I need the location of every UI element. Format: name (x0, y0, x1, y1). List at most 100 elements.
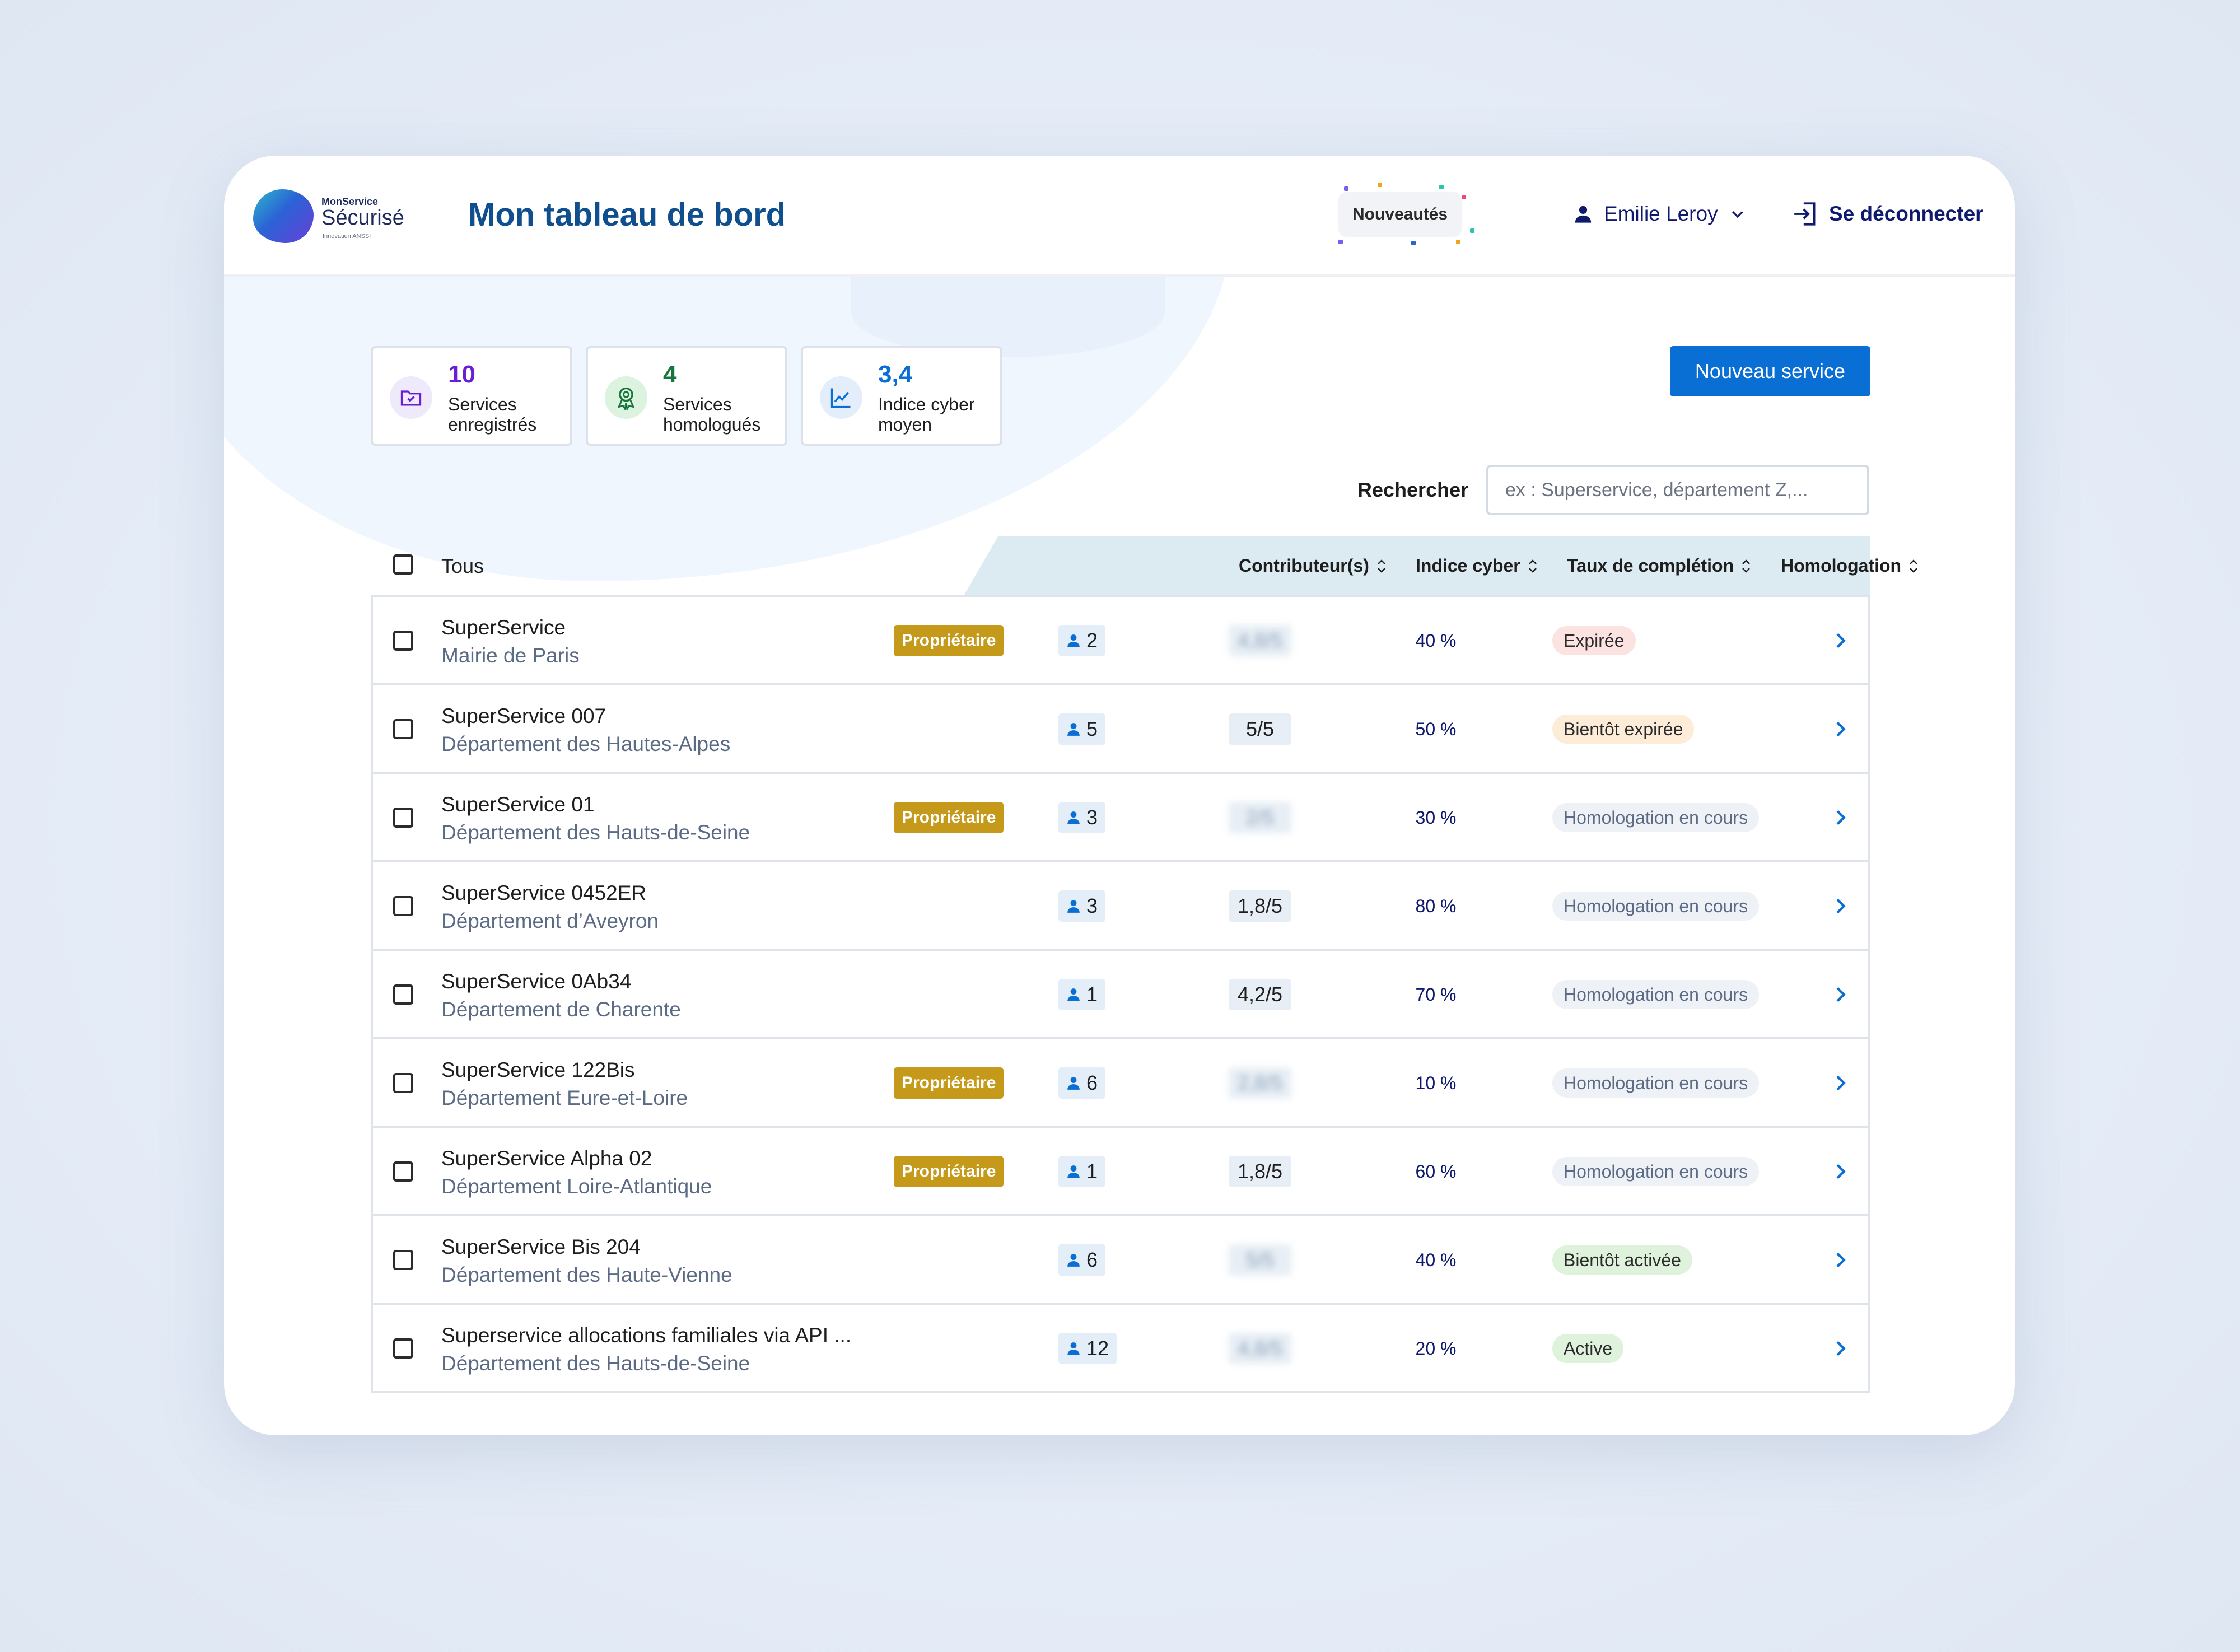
contributors-count: 6 (1086, 1248, 1098, 1271)
chevron-right-icon[interactable] (1829, 805, 1851, 830)
user-icon (1067, 811, 1080, 824)
service-name: SuperService 122Bis (441, 1058, 635, 1081)
table-row[interactable]: Superservice allocations familiales via … (373, 1305, 1868, 1393)
contributors-badge[interactable]: 12 (1058, 1333, 1117, 1364)
logout-icon (1794, 202, 1816, 226)
table-row[interactable]: SuperService 007 Département des Hautes-A… (373, 685, 1868, 774)
contributors-badge[interactable]: 3 (1058, 802, 1106, 833)
column-header-label: Taux de complétion (1567, 556, 1734, 576)
column-header-completion[interactable]: Taux de complétion (1567, 556, 1752, 576)
contributors-badge[interactable]: 2 (1058, 625, 1106, 656)
user-icon (1067, 1254, 1080, 1267)
logo-text-sub: Innovation ANSSI (323, 233, 371, 240)
chevron-right-icon[interactable] (1829, 1336, 1851, 1361)
new-service-button[interactable]: Nouveau service (1670, 346, 1870, 396)
background-decoration (851, 268, 1165, 357)
row-checkbox[interactable] (393, 984, 413, 1005)
table-row[interactable]: SuperService 122Bis Département Eure-et-L… (373, 1039, 1868, 1128)
completion-rate: 30 % (1415, 808, 1457, 828)
table-header-tab (964, 536, 1870, 595)
service-name: Superservice allocations familiales via … (441, 1324, 852, 1347)
contributors-badge[interactable]: 5 (1058, 713, 1106, 745)
chevron-right-icon[interactable] (1829, 1071, 1851, 1095)
completion-rate: 40 % (1415, 631, 1457, 651)
table-row[interactable]: SuperService Bis 204 Département des Haut… (373, 1216, 1868, 1305)
table-row[interactable]: SuperService 0452ER Département d’Aveyron… (373, 862, 1868, 951)
cyber-index-badge: 1,8/5 (1229, 1156, 1291, 1187)
news-button[interactable]: Nouveautés (1338, 192, 1462, 237)
top-header: MonService Sécurisé Innovation ANSSI Mon… (224, 156, 2015, 277)
user-icon (1067, 1165, 1080, 1178)
contributors-badge[interactable]: 1 (1058, 1156, 1106, 1187)
service-name: SuperService 01 (441, 793, 595, 816)
contributors-badge[interactable]: 6 (1058, 1067, 1106, 1099)
contributors-count: 12 (1086, 1337, 1109, 1360)
logout-button[interactable]: Se déconnecter (1792, 197, 1984, 231)
chevron-right-icon[interactable] (1829, 1248, 1851, 1272)
cyber-index-badge: 4,8/5 (1229, 1333, 1291, 1364)
user-icon (1067, 1342, 1080, 1355)
owner-badge: Propriétaire (894, 802, 1004, 833)
confetti-piece (1456, 240, 1460, 244)
cyber-index-badge: 2,8/5 (1229, 1067, 1291, 1099)
cyber-index-badge: 4,2/5 (1229, 979, 1291, 1010)
stat-card-registered: 10 Services enregistrés (371, 346, 572, 446)
table-row[interactable]: SuperService Mairie de Paris Propriétaire 2… (373, 597, 1868, 685)
row-checkbox[interactable] (393, 1338, 413, 1359)
contributors-badge[interactable]: 6 (1058, 1244, 1106, 1276)
completion-rate: 50 % (1415, 719, 1457, 739)
completion-rate: 70 % (1415, 984, 1457, 1005)
select-all-checkbox[interactable] (393, 554, 413, 575)
homologation-status-badge: Homologation en cours (1552, 803, 1760, 832)
table-header: Tous Contributeur(s) Indice cyber Taux d… (371, 536, 1917, 595)
cyber-index-badge: 1,8/5 (1229, 890, 1291, 922)
row-checkbox[interactable] (393, 631, 413, 651)
chevron-right-icon[interactable] (1829, 1159, 1851, 1184)
row-checkbox[interactable] (393, 1073, 413, 1093)
row-checkbox[interactable] (393, 896, 413, 916)
owner-badge: Propriétaire (894, 1156, 1004, 1187)
service-organization: Mairie de Paris (441, 644, 580, 667)
row-checkbox[interactable] (393, 808, 413, 828)
app-logo[interactable]: MonService Sécurisé Innovation ANSSI (253, 189, 404, 245)
stat-label: Indice cyber moyen (878, 394, 975, 435)
column-header-homologation[interactable]: Homologation (1781, 556, 1919, 576)
contributors-count: 1 (1086, 983, 1098, 1006)
homologation-status-badge: Bientôt activée (1552, 1245, 1692, 1275)
stat-card-homologated: 4 Services homologués (586, 346, 787, 446)
row-checkbox[interactable] (393, 719, 413, 739)
table-row[interactable]: SuperService 01 Département des Hauts-de-… (373, 774, 1868, 862)
completion-rate: 60 % (1415, 1161, 1457, 1182)
select-all-label: Tous (441, 554, 484, 577)
table-row[interactable]: SuperService 0Ab34 Département de Charent… (373, 951, 1868, 1039)
user-menu[interactable]: Emilie Leroy (1574, 197, 1746, 231)
search-input[interactable] (1486, 465, 1869, 515)
chevron-right-icon[interactable] (1829, 894, 1851, 918)
confetti-piece (1338, 240, 1343, 244)
chevron-right-icon[interactable] (1829, 628, 1851, 653)
cyber-index-badge: 5/5 (1229, 713, 1291, 745)
column-header-cyber-index[interactable]: Indice cyber (1416, 556, 1538, 576)
column-header-contributors[interactable]: Contributeur(s) (1239, 556, 1387, 576)
chevron-down-icon (1732, 211, 1743, 218)
contributors-badge[interactable]: 3 (1058, 890, 1106, 922)
contributors-count: 5 (1086, 717, 1098, 740)
confetti-piece (1439, 185, 1444, 189)
row-checkbox[interactable] (393, 1161, 413, 1182)
chevron-right-icon[interactable] (1829, 982, 1851, 1007)
homologation-status-badge: Homologation en cours (1552, 1068, 1760, 1098)
cyber-index-badge: 5/5 (1229, 1244, 1291, 1276)
stat-label: Services homologués (663, 394, 761, 435)
contributors-badge[interactable]: 1 (1058, 979, 1106, 1010)
service-organization: Département des Hauts-de-Seine (441, 1352, 750, 1375)
owner-badge: Propriétaire (894, 625, 1004, 656)
stat-label: Services enregistrés (448, 394, 537, 435)
table-row[interactable]: SuperService Alpha 02 Département Loire-A… (373, 1128, 1868, 1216)
user-icon (1067, 900, 1080, 913)
completion-rate: 40 % (1415, 1250, 1457, 1270)
row-checkbox[interactable] (393, 1250, 413, 1270)
service-organization: Département de Charente (441, 998, 681, 1021)
service-name: SuperService 007 (441, 704, 606, 727)
user-name: Emilie Leroy (1604, 202, 1718, 225)
chevron-right-icon[interactable] (1829, 717, 1851, 741)
